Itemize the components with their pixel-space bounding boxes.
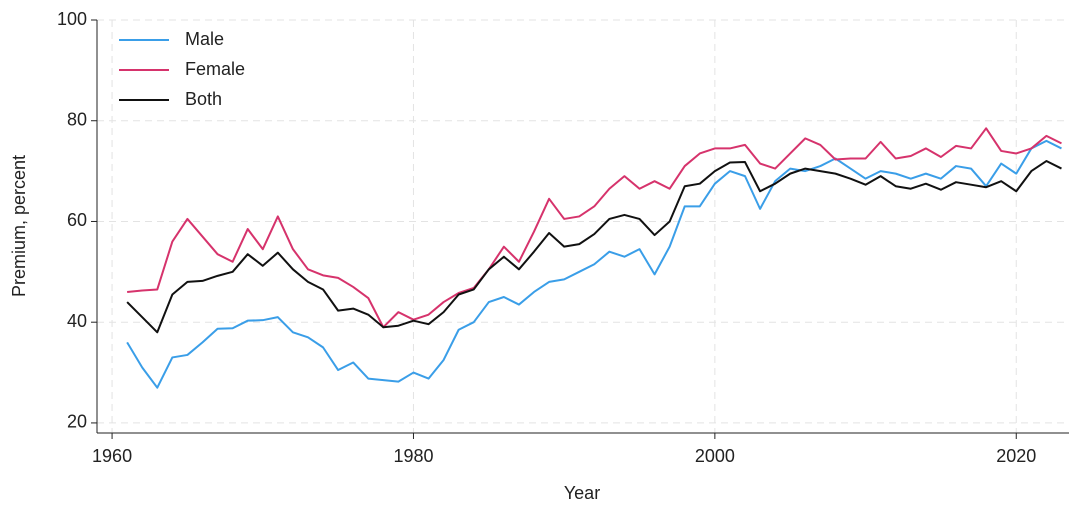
y-tick-label: 100 (57, 9, 87, 29)
y-tick-label: 80 (67, 109, 87, 129)
y-axis-label: Premium, percent (9, 155, 29, 297)
series-line (126, 160, 1062, 334)
series-line (126, 139, 1062, 389)
x-tick-label: 1960 (92, 446, 132, 466)
y-tick-label: 40 (67, 311, 87, 331)
x-tick-label: 2020 (996, 446, 1036, 466)
y-tick-label: 60 (67, 210, 87, 230)
legend-label: Female (185, 59, 245, 79)
series-line (127, 127, 1062, 329)
legend-label: Both (185, 89, 222, 109)
x-axis-label: Year (564, 483, 600, 503)
x-tick-label: 1980 (393, 446, 433, 466)
x-tick-label: 2000 (695, 446, 735, 466)
y-tick-label: 20 (67, 412, 87, 432)
legend-label: Male (185, 29, 224, 49)
